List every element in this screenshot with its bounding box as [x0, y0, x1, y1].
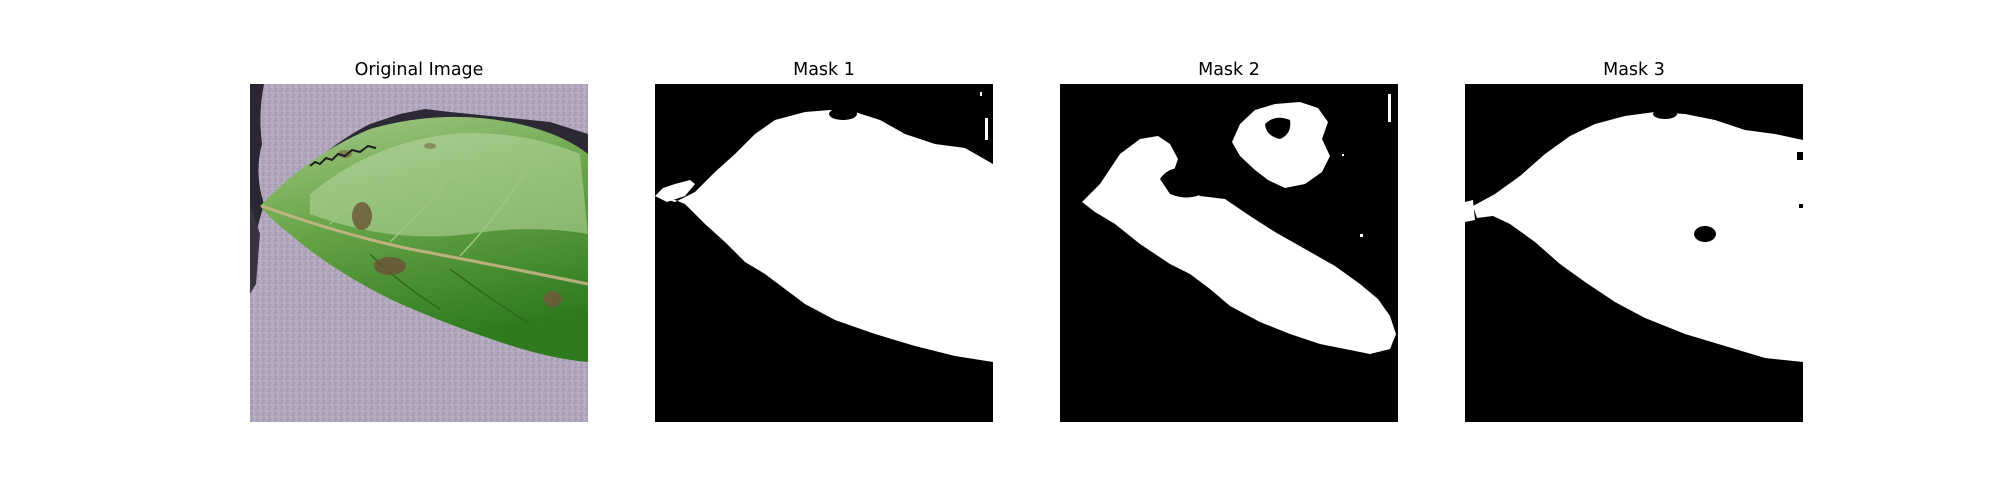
- original-image: [250, 84, 588, 422]
- mask-1-image: [655, 84, 993, 422]
- binary-mask-icon: [1060, 84, 1398, 422]
- binary-mask-icon: [1465, 84, 1803, 422]
- mask-2-image: [1060, 84, 1398, 422]
- panel-title-original: Original Image: [354, 60, 484, 80]
- panel-title-mask-2: Mask 2: [1198, 60, 1260, 80]
- binary-mask-icon: [655, 84, 993, 422]
- leaf-photo-icon: [250, 84, 588, 422]
- panel-title-mask-3: Mask 3: [1603, 60, 1665, 80]
- panel-title-mask-1: Mask 1: [793, 60, 855, 80]
- mask-3-image: [1465, 84, 1803, 422]
